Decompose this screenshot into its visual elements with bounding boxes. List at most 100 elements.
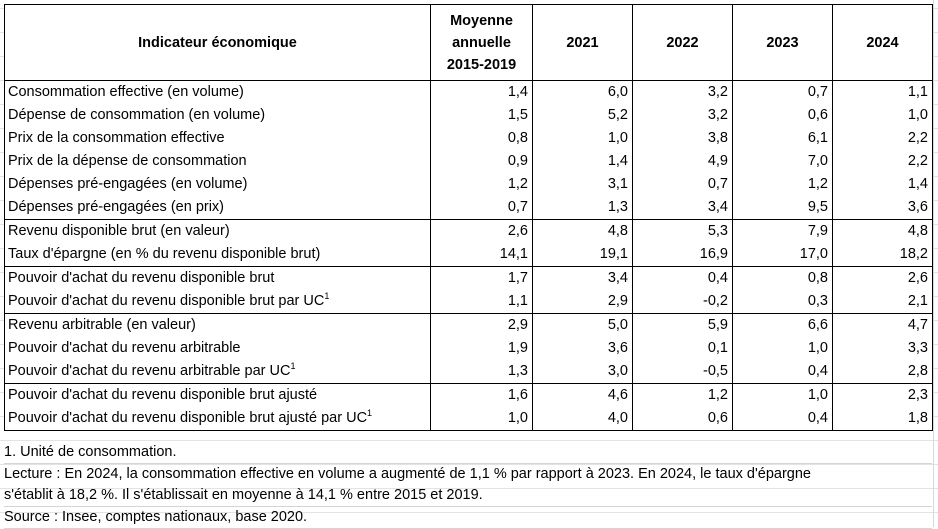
table-row: Pouvoir d'achat du revenu arbitrable par… (4, 360, 933, 384)
value-cell: 1,0 (532, 127, 633, 150)
value-cell: 1,3 (430, 360, 533, 384)
value-cell: 3,3 (832, 337, 933, 360)
value-cell: 3,1 (532, 173, 633, 196)
value-cell: 0,8 (732, 266, 833, 290)
table-row: Dépenses pré-engagées (en volume) 1,2 3,1 0… (4, 173, 933, 196)
row-label-text: Dépense de consommation (en volume) (8, 107, 266, 123)
row-label: Dépenses pré-engagées (en prix) (4, 196, 431, 220)
value-cell: 5,3 (632, 219, 733, 243)
value-cell: 4,8 (832, 219, 933, 243)
footnote-marker: 1 (290, 361, 296, 371)
row-label-text: Pouvoir d'achat du revenu disponible bru… (8, 387, 318, 403)
header-average-line1: Moyenne (450, 12, 513, 29)
row-label-text: Prix de la dépense de consommation (8, 153, 247, 169)
table-row: Pouvoir d'achat du revenu arbitrable 1,9 3… (4, 337, 933, 360)
table-row: Revenu disponible brut (en valeur) 2,6 4,8… (4, 219, 933, 243)
table-row: Pouvoir d'achat du revenu disponible bru… (4, 266, 933, 290)
value-cell: 0,7 (632, 173, 733, 196)
value-cell: 5,0 (532, 313, 633, 337)
source-note: Source : Insee, comptes nationaux, base … (4, 507, 932, 529)
header-2024: 2024 (832, 4, 933, 81)
value-cell: 3,2 (632, 80, 733, 104)
header-2022: 2022 (632, 4, 733, 81)
value-cell: 2,2 (832, 150, 933, 173)
table-row: Dépense de consommation (en volume) 1,5 5,… (4, 104, 933, 127)
value-cell: 1,3 (532, 196, 633, 220)
row-label-text: Pouvoir d'achat du revenu disponible bru… (8, 410, 368, 426)
footnote: 1. Unité de consommation. (4, 442, 932, 464)
value-cell: -0,2 (632, 290, 733, 314)
value-cell: 3,8 (632, 127, 733, 150)
value-cell: 2,6 (832, 266, 933, 290)
row-label: Pouvoir d'achat du revenu disponible bru… (4, 383, 431, 407)
value-cell: 5,2 (532, 104, 633, 127)
notes-block: 1. Unité de consommation. Lecture : En 2… (4, 442, 932, 529)
value-cell: 2,9 (532, 290, 633, 314)
value-cell: 0,4 (632, 266, 733, 290)
header-2021: 2021 (532, 4, 633, 81)
row-label: Pouvoir d'achat du revenu disponible bru… (4, 407, 431, 431)
header-indicator: Indicateur économique (4, 4, 431, 81)
row-label: Prix de la dépense de consommation (4, 150, 431, 173)
value-cell: 4,8 (532, 219, 633, 243)
value-cell: 0,4 (732, 407, 833, 431)
value-cell: 19,1 (532, 243, 633, 267)
value-cell: 1,6 (430, 383, 533, 407)
row-label-text: Dépenses pré-engagées (en volume) (8, 176, 248, 192)
value-cell: 7,9 (732, 219, 833, 243)
row-label: Revenu arbitrable (en valeur) (4, 313, 431, 337)
value-cell: 1,1 (832, 80, 933, 104)
row-label-text: Revenu disponible brut (en valeur) (8, 223, 230, 239)
row-label: Consommation effective (en volume) (4, 80, 431, 104)
footnote-marker: 1 (367, 408, 373, 418)
value-cell: 1,1 (430, 290, 533, 314)
value-cell: 2,9 (430, 313, 533, 337)
value-cell: 1,0 (732, 383, 833, 407)
row-label-text: Dépenses pré-engagées (en prix) (8, 199, 225, 215)
value-cell: 1,2 (632, 383, 733, 407)
value-cell: 3,6 (832, 196, 933, 220)
header-2023: 2023 (732, 4, 833, 81)
row-label-text: Consommation effective (en volume) (8, 84, 244, 100)
value-cell: 1,9 (430, 337, 533, 360)
value-cell: 18,2 (832, 243, 933, 267)
value-cell: 17,0 (732, 243, 833, 267)
row-label-text: Pouvoir d'achat du revenu disponible bru… (8, 293, 325, 309)
header-average-line3: 2015-2019 (446, 56, 517, 73)
value-cell: 1,0 (732, 337, 833, 360)
row-label: Dépense de consommation (en volume) (4, 104, 431, 127)
value-cell: 3,4 (532, 266, 633, 290)
value-cell: 2,3 (832, 383, 933, 407)
value-cell: 4,6 (532, 383, 633, 407)
row-label-text: Pouvoir d'achat du revenu arbitrable par… (8, 363, 291, 379)
header-average-line2: annuelle (452, 34, 511, 51)
value-cell: 6,1 (732, 127, 833, 150)
value-cell: 0,3 (732, 290, 833, 314)
row-label: Revenu disponible brut (en valeur) (4, 219, 431, 243)
row-label-text: Revenu arbitrable (en valeur) (8, 317, 196, 333)
table-header-row: Indicateur économique Moyenne annuelle 2… (4, 4, 933, 81)
value-cell: 1,4 (832, 173, 933, 196)
value-cell: 1,2 (732, 173, 833, 196)
value-cell: -0,5 (632, 360, 733, 384)
spreadsheet-gridline (933, 0, 934, 527)
value-cell: 1,0 (832, 104, 933, 127)
header-average: Moyenne annuelle 2015-2019 (430, 4, 533, 81)
value-cell: 0,8 (430, 127, 533, 150)
lecture-line-1: Lecture : En 2024, la consommation effec… (4, 466, 811, 482)
value-cell: 0,7 (430, 196, 533, 220)
table-row: Pouvoir d'achat du revenu disponible bru… (4, 383, 933, 407)
row-label: Pouvoir d'achat du revenu disponible bru… (4, 290, 431, 314)
value-cell: 1,4 (532, 150, 633, 173)
value-cell: 6,6 (732, 313, 833, 337)
value-cell: 1,4 (430, 80, 533, 104)
table-row: Pouvoir d'achat du revenu disponible bru… (4, 407, 933, 431)
row-label: Pouvoir d'achat du revenu arbitrable (4, 337, 431, 360)
value-cell: 0,7 (732, 80, 833, 104)
value-cell: 1,5 (430, 104, 533, 127)
value-cell: 7,0 (732, 150, 833, 173)
lecture-line-2: s'établit à 18,2 %. Il s'établissait en … (4, 485, 932, 507)
value-cell: 0,4 (732, 360, 833, 384)
value-cell: 3,4 (632, 196, 733, 220)
value-cell: 0,6 (732, 104, 833, 127)
